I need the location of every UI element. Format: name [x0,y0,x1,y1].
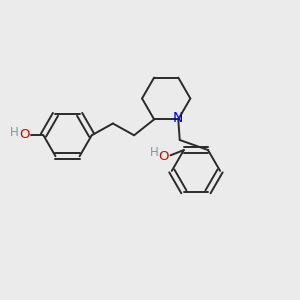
Text: N: N [173,111,184,125]
Text: O: O [159,150,169,163]
Text: O: O [19,128,30,142]
Text: H: H [10,126,18,140]
Text: H: H [150,146,158,159]
